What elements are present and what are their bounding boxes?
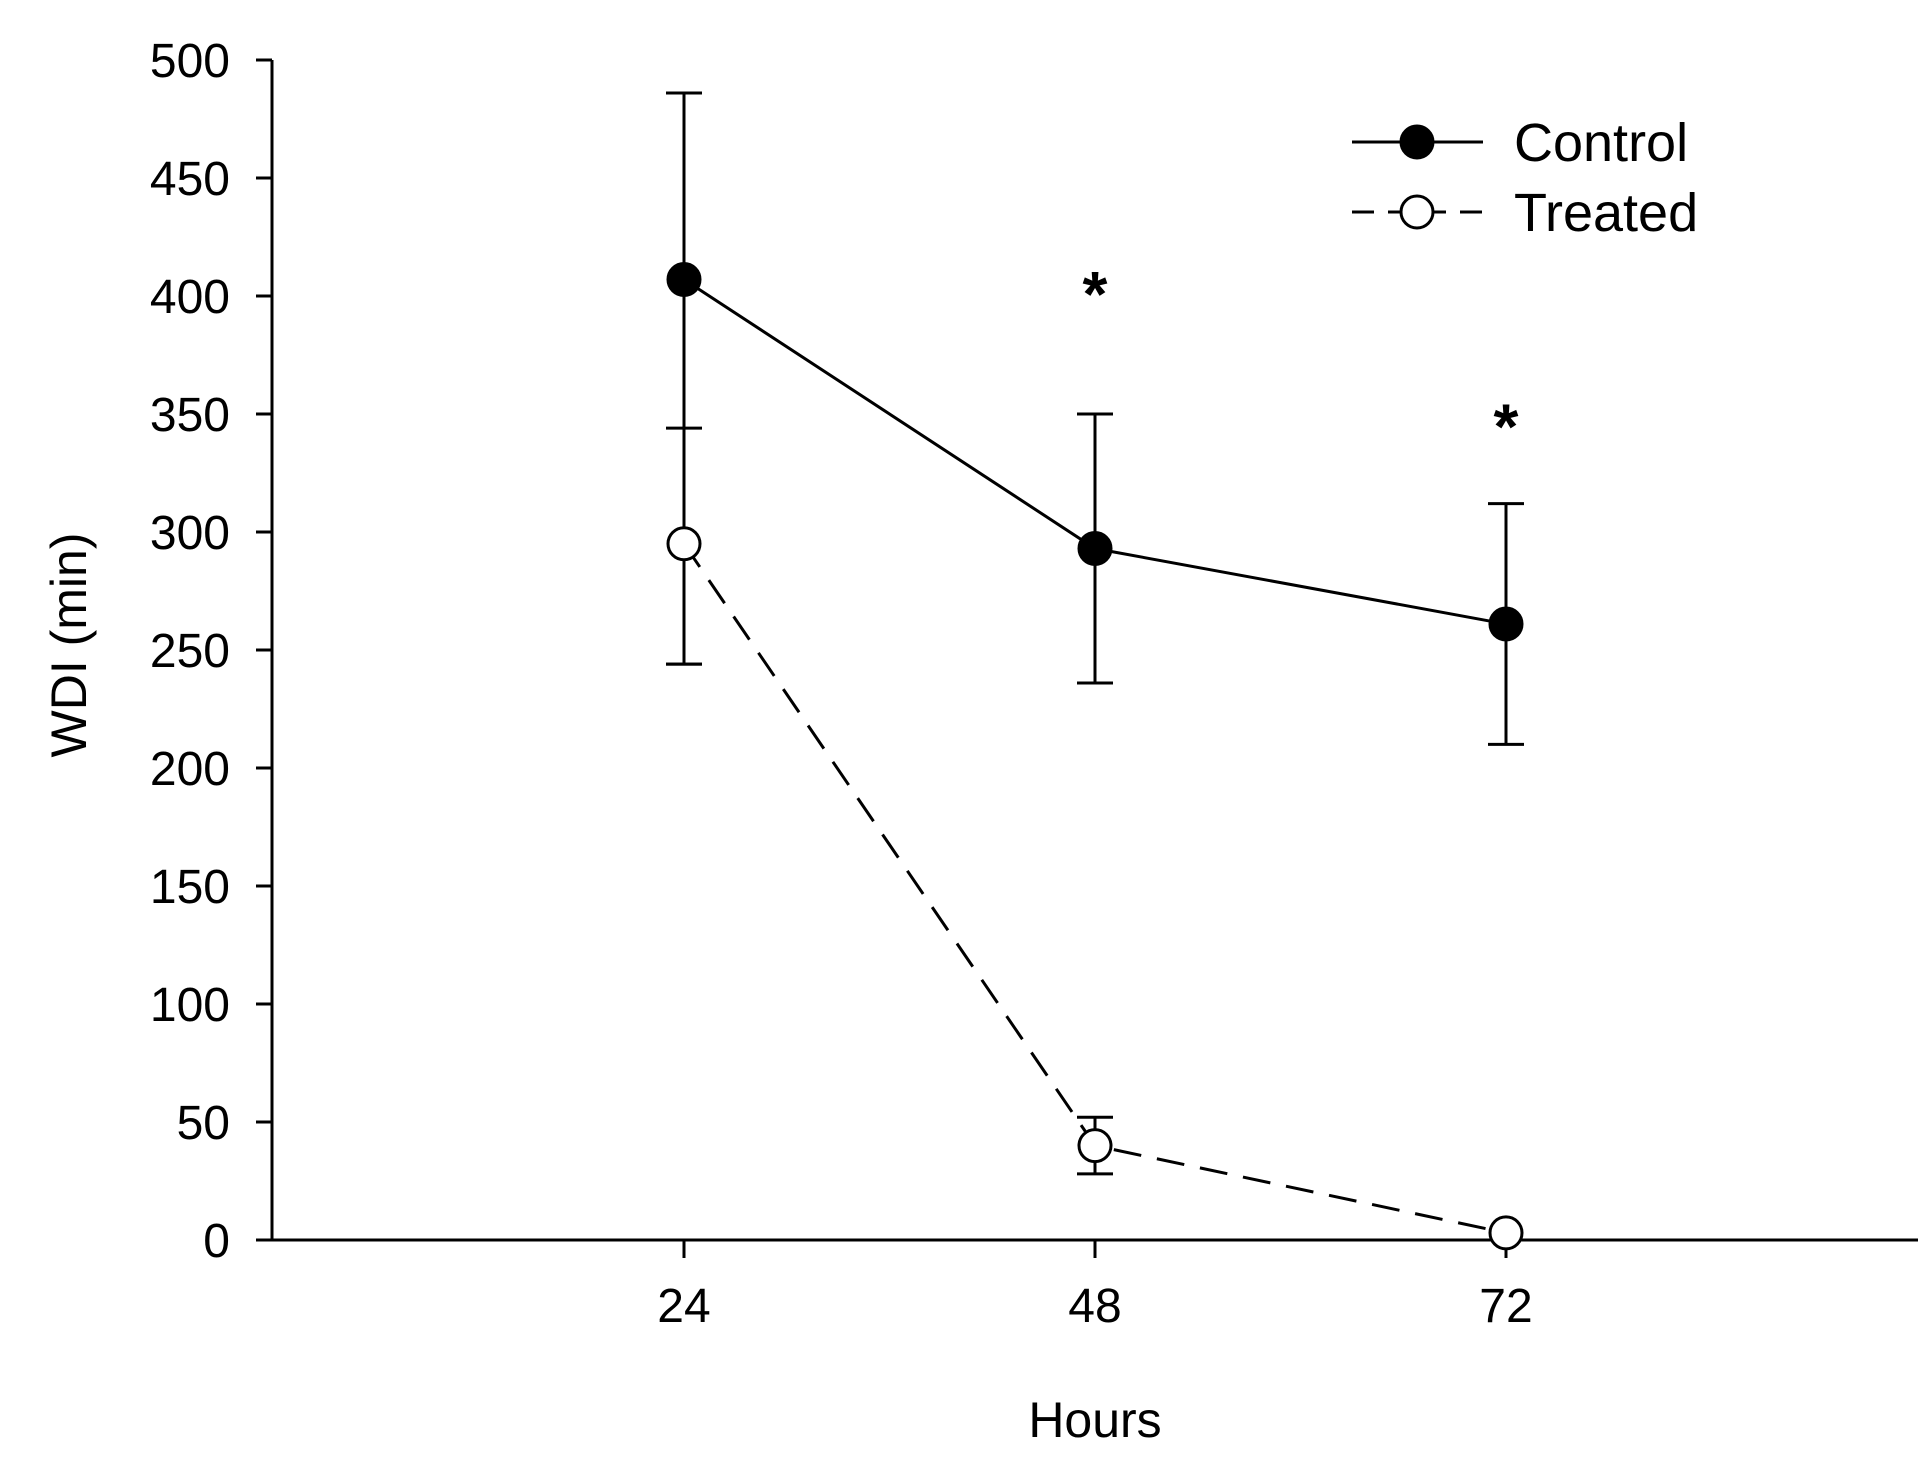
x-ticks: 24 48 72	[657, 1240, 1533, 1333]
series-treated	[666, 426, 1524, 1251]
annotations: **	[1083, 258, 1519, 462]
y-tick-label-500: 500	[150, 35, 230, 88]
legend-treated-label: Treated	[1514, 183, 1698, 243]
y-ticks: 0 50 100 150 200 250 300 350 400 450 500	[150, 35, 272, 1268]
y-tick-label-150: 150	[150, 861, 230, 914]
legend: Control Treated	[1352, 113, 1698, 243]
y-tick-label-100: 100	[150, 979, 230, 1032]
y-axis-title: WDI (min)	[41, 533, 97, 758]
y-tick-label-350: 350	[150, 389, 230, 442]
x-tick-label-24: 24	[657, 1280, 710, 1333]
y-tick-label-250: 250	[150, 625, 230, 678]
y-tick-label-450: 450	[150, 153, 230, 206]
point-control-72	[1488, 606, 1524, 642]
y-tick-label-0: 0	[203, 1215, 230, 1268]
significance-marker-72: *	[1494, 390, 1519, 462]
series-layer	[666, 91, 1524, 1251]
point-treated-72	[1488, 1215, 1524, 1251]
point-control-24	[666, 261, 702, 297]
legend-control-label: Control	[1514, 113, 1688, 173]
point-control-48	[1077, 531, 1113, 567]
point-treated-48	[1077, 1128, 1113, 1164]
legend-treated-marker	[1399, 194, 1435, 230]
y-tick-label-50: 50	[177, 1097, 230, 1150]
x-axis-title: Hours	[1028, 1392, 1161, 1448]
legend-control-marker	[1399, 124, 1435, 160]
point-treated-24	[666, 526, 702, 562]
y-tick-label-400: 400	[150, 271, 230, 324]
y-tick-label-200: 200	[150, 743, 230, 796]
series-control	[666, 91, 1524, 746]
x-tick-label-48: 48	[1068, 1280, 1121, 1333]
x-tick-label-72: 72	[1479, 1280, 1532, 1333]
y-tick-label-300: 300	[150, 507, 230, 560]
significance-marker-48: *	[1083, 258, 1108, 330]
